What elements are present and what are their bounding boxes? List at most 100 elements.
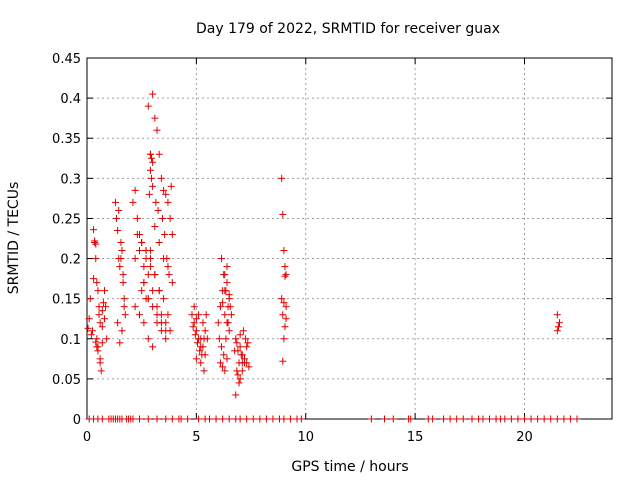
data-point [190,303,198,311]
data-point [189,323,197,331]
data-point [199,319,207,327]
data-point [102,303,110,311]
data-point [119,279,127,287]
data-point [222,335,230,343]
data-point [243,415,251,423]
data-point [269,415,277,423]
data-point [218,343,226,351]
data-point [168,415,176,423]
data-point [164,311,172,319]
data-point [168,279,176,287]
data-point [98,323,106,331]
chart-title: Day 179 of 2022, SRMTID for receiver gua… [196,21,500,37]
data-point [96,319,104,327]
data-point [148,174,156,182]
data-point [131,186,139,194]
data-point [220,271,228,279]
data-point [155,287,163,295]
data-point [168,230,176,238]
data-point [236,415,244,423]
data-point [146,263,154,271]
data-point [120,295,128,303]
data-point [111,198,119,206]
data-point [138,287,146,295]
data-point [117,239,125,247]
data-point [113,214,121,222]
data-point [282,303,290,311]
data-point [206,415,213,423]
data-point [87,331,95,339]
data-point [281,272,289,280]
y-tick-label: 0.4 [60,92,81,107]
data-point [161,230,169,238]
data-point [136,311,143,319]
data-point [282,315,290,323]
data-point [281,263,289,271]
data-point [97,367,105,375]
data-point [94,287,102,295]
data-point [165,271,173,279]
data-point [138,239,146,247]
data-point [101,315,108,323]
data-point [120,303,128,311]
data-point [144,415,152,423]
data-point [238,367,246,375]
grid [87,58,612,419]
data-point [157,174,165,182]
data-points [84,90,581,423]
data-point [177,415,185,423]
data-point [149,90,157,98]
data-point [223,279,231,287]
data-point [148,154,156,162]
data-point [142,247,150,255]
data-point [162,335,170,343]
data-point [93,343,101,351]
data-point [534,415,542,423]
data-point [162,190,170,198]
data-point [554,323,562,331]
data-point [84,324,92,332]
data-point [201,351,209,359]
data-point [223,355,231,363]
data-point [163,255,171,263]
data-point [429,415,437,423]
data-point [191,331,199,339]
data-point [278,174,286,182]
data-point [88,327,96,335]
data-point [231,347,239,355]
data-point [149,303,157,311]
data-point [286,415,294,423]
data-point [116,339,124,347]
data-point [547,415,555,423]
data-point [114,319,122,327]
data-point [145,190,153,198]
x-ticks: 0 5 10 15 20 [83,58,533,445]
data-point [158,214,166,222]
data-point [507,415,515,423]
data-point [486,415,493,423]
data-point [220,351,228,359]
data-point [232,391,240,399]
data-point [280,299,288,307]
data-point [227,311,235,319]
data-point [214,319,222,327]
data-point [282,271,290,279]
y-tick-label: 0.35 [52,132,81,147]
data-point [245,363,253,371]
y-tick-label: 0.1 [60,333,81,348]
data-point [155,239,163,247]
data-point [280,247,288,255]
data-point [468,415,476,423]
data-point [566,415,574,423]
data-point [98,307,106,315]
y-axis-label: SRMTID / TECUs [6,182,22,295]
data-point [192,327,200,335]
data-point [136,415,143,423]
data-point [95,311,103,319]
data-point [162,327,170,335]
data-point [219,363,227,371]
data-point [407,415,415,423]
data-point [225,291,233,299]
data-point [149,287,157,295]
data-point [192,315,200,323]
